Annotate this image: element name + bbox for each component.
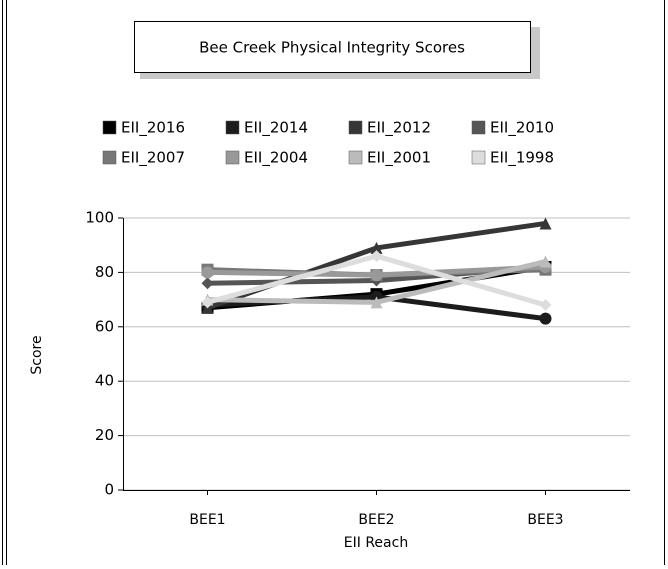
y-tick-label: 0 — [104, 481, 114, 499]
point — [539, 312, 552, 325]
y-tick-label: 60 — [95, 317, 114, 335]
y-tick-label: 20 — [95, 426, 114, 444]
legend-swatch — [102, 150, 117, 165]
point — [539, 217, 552, 230]
legend-swatch — [348, 120, 363, 135]
legend-label: EII_2007 — [121, 149, 185, 168]
x-tick-label: BEE1 — [189, 512, 225, 528]
point — [539, 255, 552, 268]
point — [539, 299, 552, 312]
point — [370, 269, 383, 282]
legend-label: EII_1998 — [490, 149, 554, 168]
legend-label: EII_2012 — [367, 119, 431, 138]
x-tick-label: BEE2 — [358, 512, 394, 528]
legend-label: EII_2004 — [244, 149, 308, 168]
legend-label: EII_2001 — [367, 149, 431, 168]
point — [201, 266, 214, 279]
y-axis-label: Score — [29, 335, 45, 374]
y-tick-label: 80 — [95, 263, 114, 281]
chart-title: Bee Creek Physical Integrity Scores — [199, 39, 465, 57]
x-axis-label: EII Reach — [344, 535, 408, 551]
point — [201, 296, 214, 309]
legend-swatch — [102, 120, 117, 135]
legend-label: EII_2010 — [490, 119, 554, 138]
title-box — [134, 21, 531, 73]
legend-label: EII_2014 — [244, 119, 308, 138]
point — [370, 241, 383, 254]
point — [370, 250, 383, 263]
y-tick-label: 100 — [85, 209, 114, 227]
point — [370, 296, 383, 309]
legend-swatch — [225, 150, 240, 165]
legend-swatch — [225, 120, 240, 135]
legend-label: EII_2016 — [121, 119, 185, 138]
legend-swatch — [348, 150, 363, 165]
x-tick-label: BEE3 — [527, 512, 563, 528]
point — [201, 277, 214, 290]
legend-swatch — [471, 150, 486, 165]
y-tick-label: 40 — [95, 372, 114, 390]
legend-swatch — [471, 120, 486, 135]
